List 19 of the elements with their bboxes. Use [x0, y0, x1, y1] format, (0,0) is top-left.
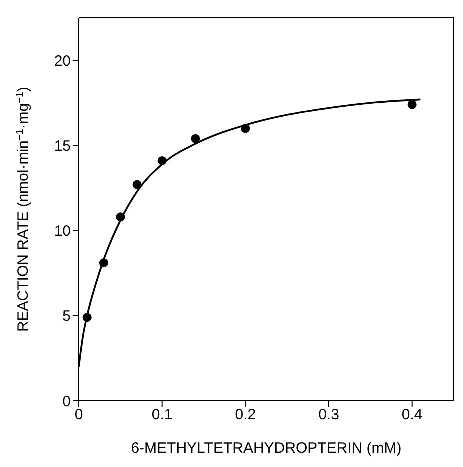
- point: [408, 100, 417, 110]
- x-tick-label: 0.3: [318, 406, 340, 424]
- x-axis-title: 6-METHYLTETRAHYDROPTERIN (mM): [131, 440, 402, 457]
- point: [82, 313, 92, 322]
- x-tick-label: 0: [74, 406, 84, 424]
- point: [132, 180, 142, 190]
- y-tick-label: 10: [54, 223, 71, 240]
- x-tick-label: 0.2: [235, 406, 256, 424]
- y-tick-label: 20: [54, 52, 71, 70]
- y-tick-label: 15: [54, 138, 71, 155]
- point: [241, 124, 250, 134]
- point: [158, 156, 167, 166]
- y-tick-label: 0: [62, 393, 71, 410]
- x-tick-label: 0.1: [152, 406, 173, 424]
- y-tick-label: 5: [62, 308, 71, 326]
- point: [191, 134, 200, 144]
- point: [116, 212, 126, 222]
- x-tick-label: 0.4: [402, 406, 423, 424]
- point: [99, 258, 109, 268]
